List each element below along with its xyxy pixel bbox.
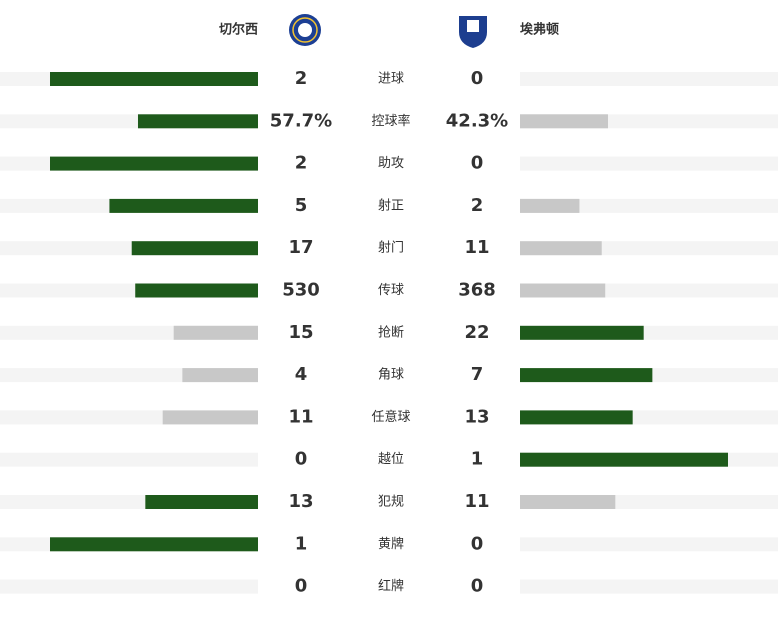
stat-label: 射正 bbox=[378, 197, 404, 213]
track bbox=[520, 537, 778, 552]
track bbox=[520, 72, 778, 86]
home-value: 0 bbox=[295, 576, 308, 597]
away-value: 1 bbox=[471, 449, 484, 470]
stat-label: 进球 bbox=[378, 72, 404, 87]
home-bar bbox=[50, 156, 258, 171]
away-value: 42.3% bbox=[446, 110, 508, 131]
stat-label: 助攻 bbox=[378, 156, 404, 171]
home-bar bbox=[135, 283, 258, 298]
away-bar bbox=[520, 325, 644, 340]
home-bar bbox=[182, 368, 258, 383]
home-bar bbox=[50, 72, 258, 86]
away-value: 0 bbox=[471, 533, 484, 554]
away-bar bbox=[520, 452, 728, 467]
away-bar bbox=[520, 198, 580, 213]
home-bar bbox=[173, 325, 258, 340]
away-bar bbox=[520, 283, 606, 298]
away-value: 0 bbox=[471, 576, 484, 597]
home-bar bbox=[131, 241, 258, 256]
home-logo bbox=[289, 14, 321, 46]
away-bar bbox=[520, 114, 608, 129]
away-logo bbox=[459, 16, 487, 48]
home-bar bbox=[145, 495, 258, 509]
home-bar bbox=[137, 114, 258, 129]
home-value: 2 bbox=[295, 68, 308, 89]
track bbox=[520, 156, 778, 171]
stat-label: 射门 bbox=[378, 240, 404, 256]
stat-label: 红牌 bbox=[378, 578, 404, 594]
stat-label: 角球 bbox=[378, 368, 404, 383]
away-value: 2 bbox=[471, 195, 484, 216]
away-value: 11 bbox=[464, 237, 489, 258]
track bbox=[520, 198, 778, 213]
home-value: 1 bbox=[295, 533, 308, 554]
away-value: 0 bbox=[471, 68, 484, 89]
away-value: 0 bbox=[471, 153, 484, 174]
home-value: 15 bbox=[288, 322, 313, 343]
away-value: 368 bbox=[458, 280, 496, 301]
home-bar bbox=[162, 410, 258, 425]
home-value: 11 bbox=[288, 406, 313, 427]
stat-label: 犯规 bbox=[378, 495, 404, 510]
home-team: 切尔西 bbox=[219, 22, 258, 38]
home-value: 17 bbox=[288, 237, 313, 258]
away-value: 11 bbox=[464, 491, 489, 512]
away-bar bbox=[520, 410, 633, 425]
track bbox=[0, 579, 258, 594]
stat-label: 抢断 bbox=[378, 324, 404, 340]
away-bar bbox=[520, 368, 653, 383]
stat-label: 越位 bbox=[378, 452, 404, 467]
track bbox=[520, 579, 778, 594]
home-value: 57.7% bbox=[270, 110, 332, 131]
away-value: 22 bbox=[464, 322, 489, 343]
stat-label: 控球率 bbox=[371, 113, 410, 129]
away-bar bbox=[520, 241, 602, 256]
stat-label: 传球 bbox=[378, 283, 404, 298]
home-value: 0 bbox=[295, 449, 308, 470]
home-bar bbox=[109, 198, 258, 213]
home-bar bbox=[50, 537, 258, 552]
home-value: 2 bbox=[295, 153, 308, 174]
home-value: 4 bbox=[295, 364, 308, 385]
away-team: 埃弗顿 bbox=[520, 22, 559, 38]
stat-label: 黄牌 bbox=[378, 536, 404, 552]
track bbox=[0, 452, 258, 467]
stat-label: 任意球 bbox=[371, 409, 410, 425]
away-value: 13 bbox=[464, 406, 489, 427]
home-value: 5 bbox=[295, 195, 308, 216]
away-bar bbox=[520, 495, 616, 509]
away-value: 7 bbox=[471, 364, 484, 385]
home-value: 530 bbox=[282, 280, 320, 301]
home-value: 13 bbox=[288, 491, 313, 512]
